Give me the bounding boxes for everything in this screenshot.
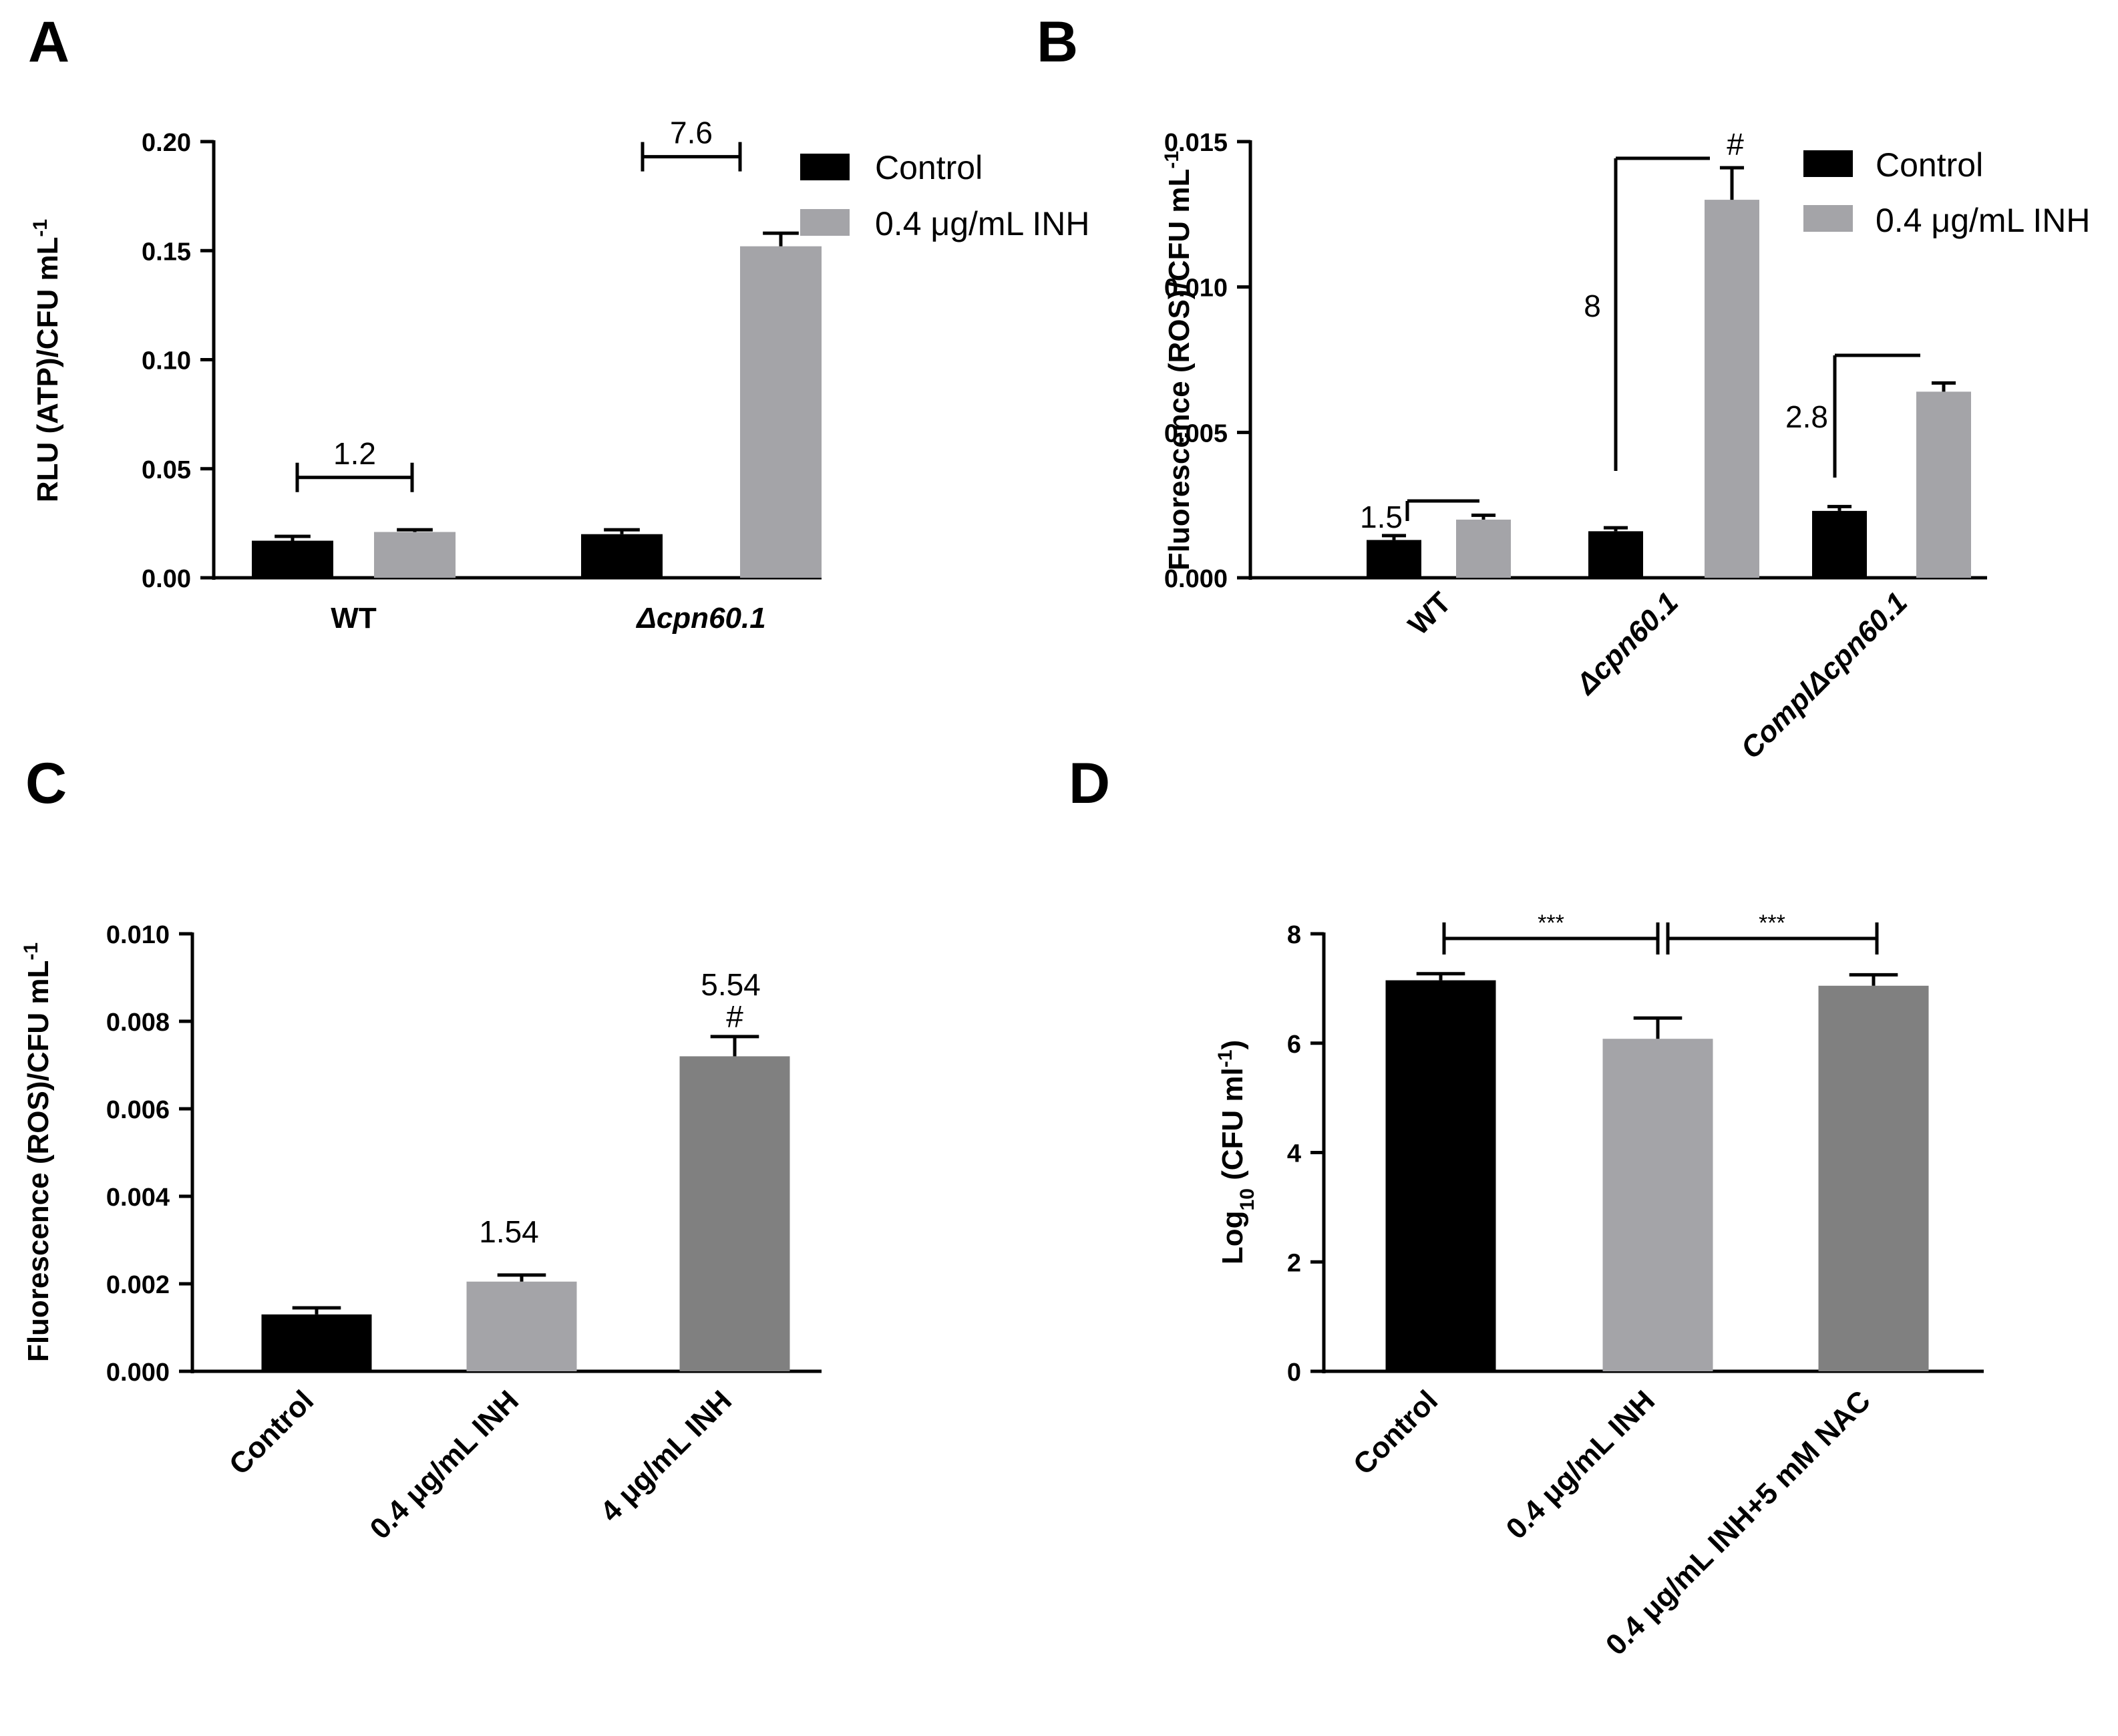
chart-d-y-tick-label: 4 [1287,1140,1301,1168]
chart-c-category-label: 4 μg/mL INH [594,1384,738,1528]
chart-a-inh-bar [740,246,822,578]
chart-b-significance-mark: # [1727,127,1744,162]
chart-b-control-bar [1812,510,1867,578]
chart-a-control-bar [581,534,663,578]
chart-d-bar [1602,1039,1713,1371]
chart-d-bar [1385,980,1496,1371]
chart-d-y-tick-label: 8 [1287,921,1301,949]
chart-c-y-tick-label: 0.008 [106,1009,170,1037]
legend-a-swatch-control [800,154,850,180]
chart-c-category-label: 0.4 μg/mL INH [364,1384,526,1546]
chart-c-bar [466,1281,577,1371]
chart-b-inh-bar [1456,519,1511,578]
chart-b-y-tick-label: 0.010 [1164,275,1228,303]
chart-b-category-label: ComplΔcpn60.1 [1735,586,1914,765]
chart-c-y-axis-label: Fluorescence (ROS)/CFU mL-1 [20,942,55,1362]
chart-a-y-tick-label: 0.00 [142,565,191,593]
panel-d: D 0 2 4 6 8 Log10 (CFU ml-1) Control 0.4 μg/mL … [1069,751,1984,1662]
panel-label-c: C [25,751,67,816]
chart-a-category-label: WT [331,602,377,635]
chart-d-y-tick-label: 0 [1287,1359,1301,1387]
chart-a-y-axis-label: RLU (ATP)/CFU mL-1 [29,219,65,502]
chart-c-category-label: Control [223,1384,320,1481]
chart-b-control-bar [1367,540,1421,578]
chart-c-y-tick-label: 0.004 [106,1184,170,1212]
chart-c-bar [261,1314,372,1371]
panel-label-b: B [1037,10,1078,74]
chart-b-ratio-label: 2.8 [1785,399,1828,434]
chart-a-category-label: Δcpn60.1 [635,602,765,635]
chart-b-control-bar [1588,531,1643,578]
chart-d-significance-label: *** [1538,910,1564,936]
chart-b-y-tick-label: 0.005 [1164,419,1228,448]
legend-a: Control 0.4 μg/mL INH [800,149,1090,242]
chart-d-significance-label: *** [1759,910,1785,936]
legend-b-inh: 0.4 μg/mL INH [1876,202,2091,239]
legend-b: Control 0.4 μg/mL INH [1803,146,2091,239]
chart-c-y-tick-label: 0.010 [106,921,170,949]
chart-b-ratio-label: 1.5 [1360,500,1403,534]
chart-d-category-label: 0.4 μg/mL INH [1500,1384,1662,1546]
legend-a-inh: 0.4 μg/mL INH [875,205,1090,242]
legend-b-swatch-control [1803,150,1853,177]
legend-a-swatch-inh [800,209,850,236]
chart-c-y-tick-label: 0.002 [106,1271,170,1299]
legend-a-control: Control [875,149,983,186]
chart-a-inh-bar [374,532,456,578]
legend-b-control: Control [1876,146,1983,184]
panel-b: B Control 0.4 μg/mL INH 0.000 0.005 0.010 0… [1037,10,2091,765]
chart-c-y-tick-label: 0.000 [106,1359,170,1387]
chart-b-y-axis-label: Fluorescence (ROS)/CFU mL-1 [1161,151,1196,570]
chart-c-ratio-label: 1.54 [479,1214,539,1249]
chart-b-category-label: Δcpn60.1 [1569,586,1685,701]
panel-c: C 0.000 0.002 0.004 0.006 0.008 0.010 Fluoresc… [20,751,822,1546]
chart-c-significance-mark: # [726,999,743,1034]
chart-c-bar [679,1056,790,1371]
chart-a-y-tick-label: 0.15 [142,238,191,266]
chart-a-y-tick-label: 0.10 [142,347,191,375]
panel-a: A Control 0.4 μg/mL INH 0.00 0.05 0.10 0.15… [28,10,1090,635]
chart-b-inh-bar [1705,200,1759,578]
panel-label-d: D [1069,751,1110,816]
chart-a-ratio-label: 7.6 [670,116,713,150]
chart-b-y-tick-label: 0.000 [1164,565,1228,593]
chart-a-y-tick-label: 0.20 [142,129,191,157]
chart-d-y-tick-label: 2 [1287,1249,1301,1277]
chart-d-category-label: Control [1347,1384,1444,1481]
chart-d-y-axis-label: Log10 (CFU ml-1) [1214,1040,1258,1264]
chart-b-inh-bar [1916,391,1971,578]
chart-d-bar [1818,985,1929,1371]
chart-a-y-tick-label: 0.05 [142,456,191,484]
chart-c-y-tick-label: 0.006 [106,1096,170,1124]
chart-c-ratio-label: 5.54 [701,967,761,1002]
legend-b-swatch-inh [1803,205,1853,232]
panel-label-a: A [28,10,69,74]
chart-a-control-bar [252,540,333,578]
chart-d-y-tick-label: 6 [1287,1031,1301,1059]
chart-b-y-tick-label: 0.015 [1164,129,1228,157]
chart-b-ratio-label: 8 [1584,289,1601,323]
chart-a-ratio-label: 1.2 [333,436,376,471]
chart-b-category-label: WT [1402,586,1457,641]
